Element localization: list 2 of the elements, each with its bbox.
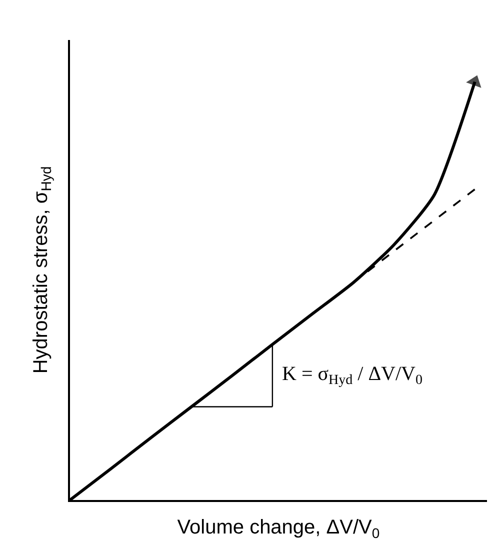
annotation: K = σ$_{Hyd}$ / ΔV/V$_{0}$	[282, 363, 423, 388]
x-axis-title: Volume change, ΔV/V$_{0}$	[177, 516, 380, 541]
